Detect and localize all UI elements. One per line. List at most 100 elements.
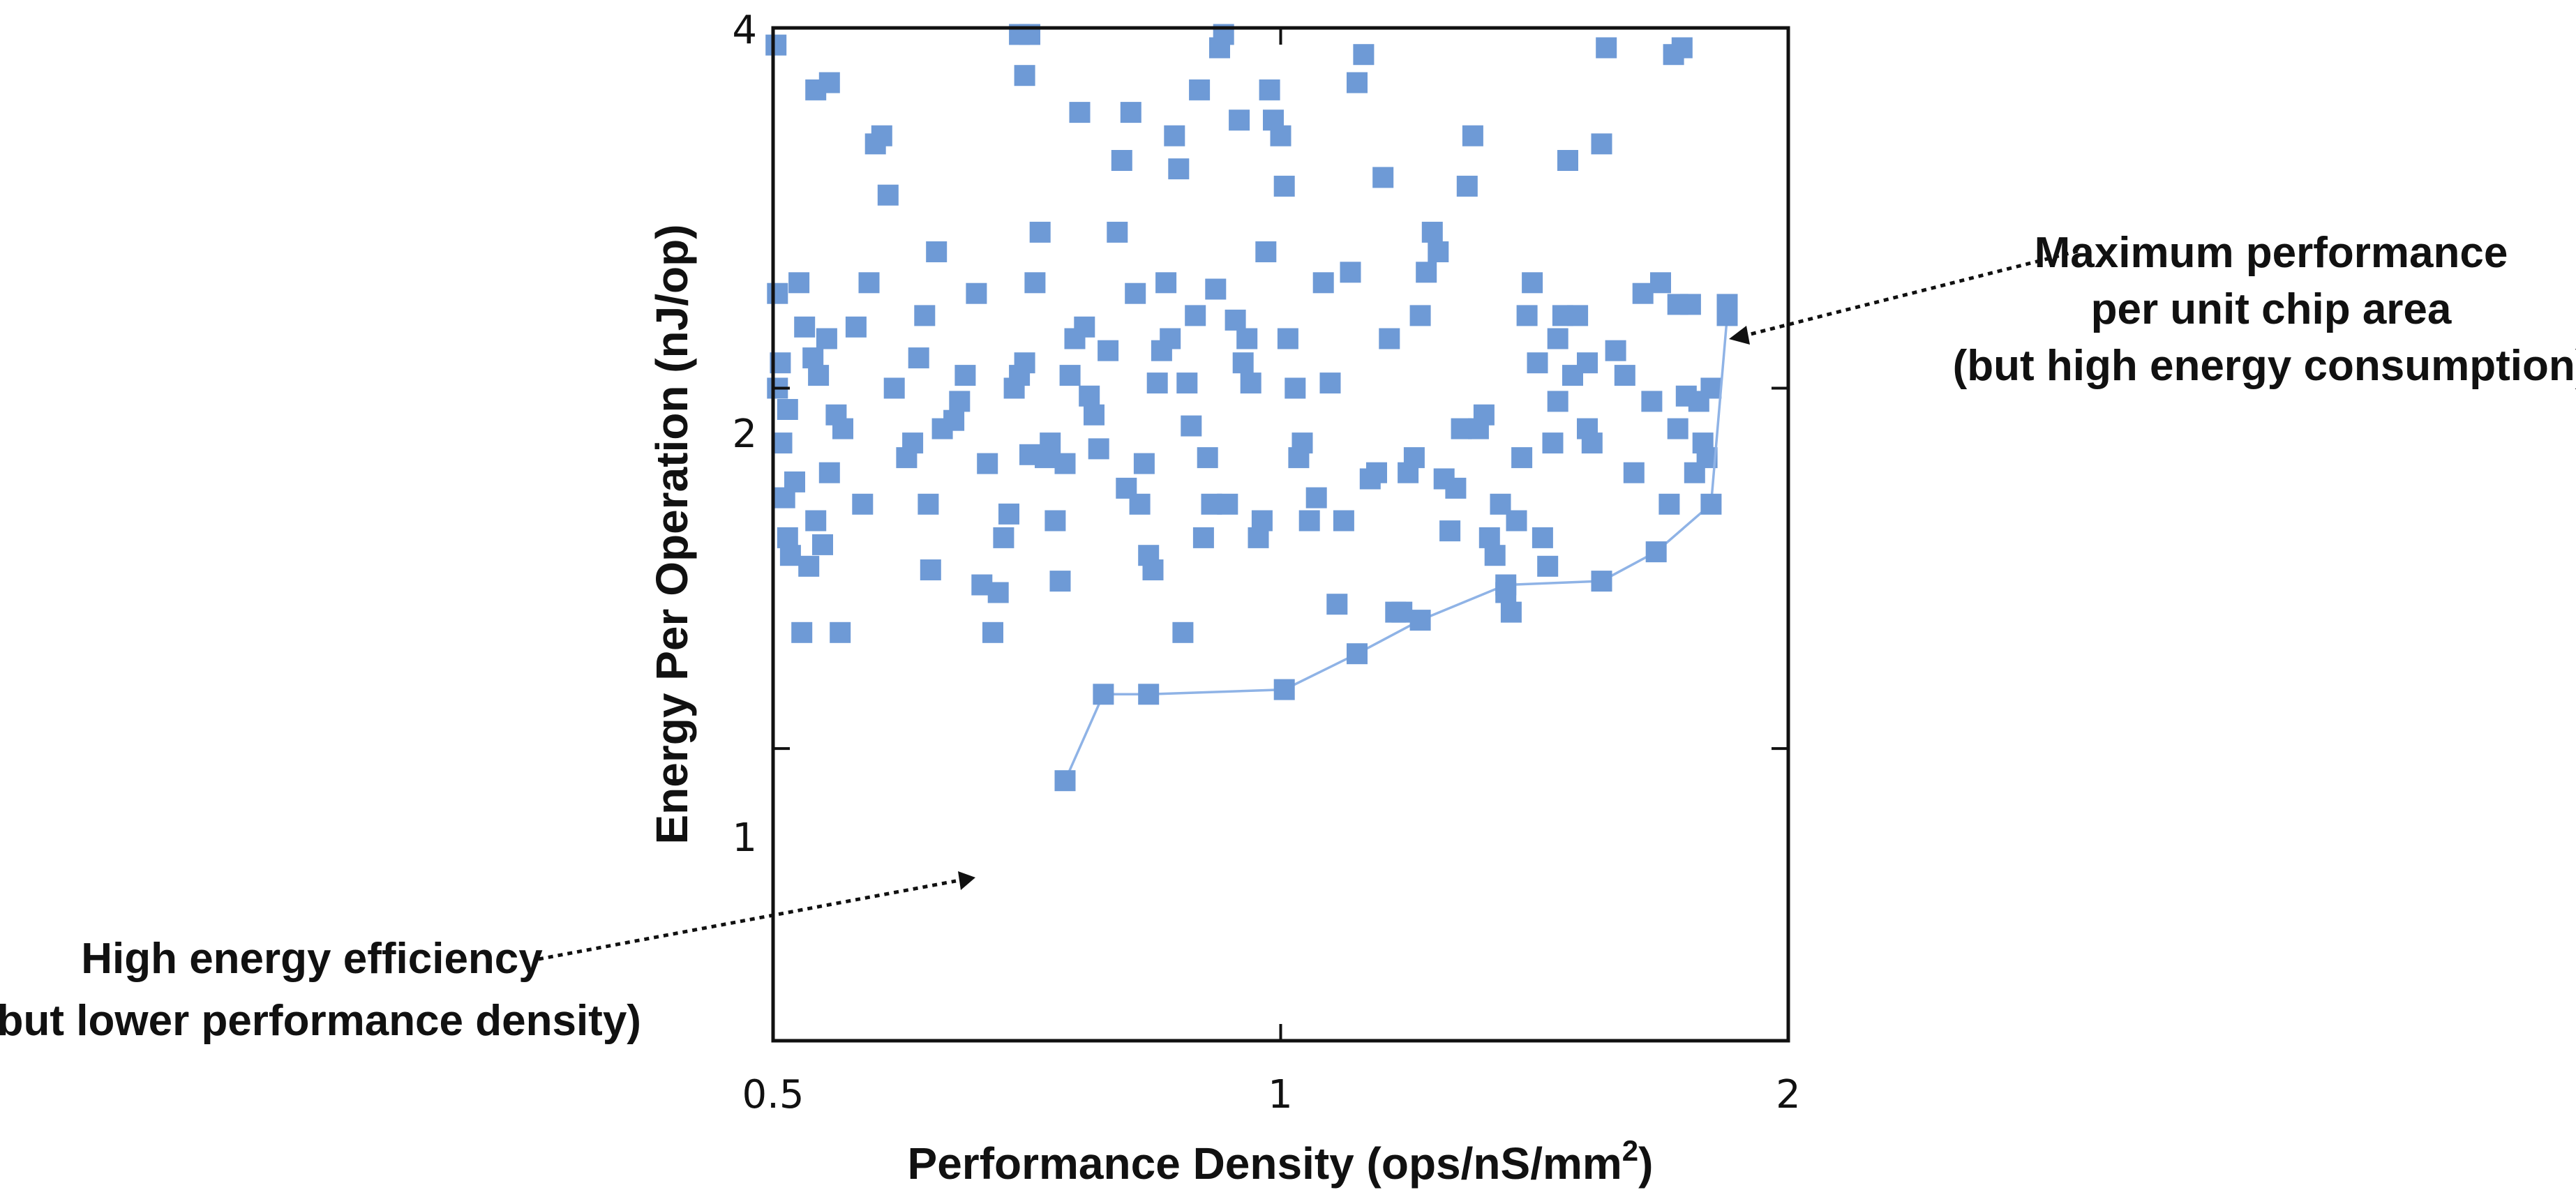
data-point (830, 622, 851, 643)
data-point (1700, 377, 1722, 399)
data-point (871, 125, 892, 146)
data-point (1270, 125, 1291, 146)
data-point (777, 399, 798, 420)
data-point (877, 184, 899, 206)
data-point (1205, 278, 1227, 300)
data-point (1240, 372, 1261, 394)
data-point (1176, 372, 1198, 394)
data-point (1333, 510, 1354, 532)
data-point (954, 365, 976, 386)
data-point (1236, 328, 1258, 349)
data-point (1291, 432, 1313, 454)
data-point (993, 527, 1014, 548)
x-tick-label-2: 2 (1776, 1072, 1801, 1117)
data-point (1506, 510, 1527, 532)
data-point (1473, 404, 1495, 425)
annotation-line: (but lower performance density) (0, 997, 641, 1045)
data-point (1111, 150, 1132, 171)
data-point (1192, 527, 1214, 548)
data-point (1547, 328, 1568, 349)
data-point (920, 559, 941, 580)
scatter-points (765, 24, 1722, 643)
annotation-line: Maximum performance (2035, 229, 2508, 277)
data-point (1650, 272, 1671, 294)
frontier-point (1495, 574, 1517, 596)
data-point (1511, 447, 1533, 469)
data-point (943, 409, 965, 431)
data-point (1232, 352, 1254, 374)
data-point (1557, 150, 1578, 171)
data-point (1129, 493, 1151, 515)
data-point (1623, 462, 1645, 483)
data-point (1133, 453, 1155, 474)
data-point (1403, 447, 1425, 469)
data-point (1547, 391, 1568, 412)
data-point (1416, 262, 1437, 283)
data-point (1217, 493, 1238, 515)
data-point (914, 305, 936, 326)
data-point (812, 534, 833, 555)
data-point (1409, 305, 1431, 326)
data-point (1445, 477, 1467, 499)
frontier-point (1716, 294, 1738, 315)
data-point (1527, 352, 1548, 374)
data-point (1379, 328, 1400, 349)
data-point (1229, 110, 1250, 131)
data-point (791, 622, 813, 643)
arrowhead-icon (1729, 326, 1750, 345)
data-point (1312, 272, 1334, 294)
frontier-point (1700, 493, 1722, 515)
axis-ticks (772, 27, 1790, 1041)
data-point (1255, 241, 1277, 262)
data-point (1168, 158, 1190, 180)
data-point (1054, 453, 1076, 474)
y-tick-label-2: 2 (732, 412, 757, 457)
data-point (1353, 44, 1375, 66)
data-point (883, 377, 905, 399)
data-point (818, 72, 840, 93)
data-point (1516, 305, 1538, 326)
data-point (1079, 385, 1100, 407)
frontier-point (1093, 684, 1114, 705)
data-point (1155, 272, 1177, 294)
data-point (1088, 438, 1109, 460)
data-point (949, 391, 971, 412)
data-point (1663, 44, 1684, 66)
data-point (1347, 72, 1368, 93)
frontier-point (1409, 610, 1431, 631)
data-point (1591, 133, 1612, 155)
data-point (1632, 283, 1654, 304)
annotation-max-performance: Maximum performance per unit chip area (… (1729, 229, 2576, 390)
data-point (1667, 294, 1688, 315)
data-point (987, 582, 1009, 603)
data-point (1319, 372, 1341, 394)
data-point (1044, 510, 1066, 532)
data-point (1084, 404, 1104, 425)
data-point (816, 328, 837, 349)
arrowhead-icon (958, 871, 975, 890)
data-point (1277, 328, 1298, 349)
data-point (858, 272, 880, 294)
data-point (1251, 510, 1273, 532)
data-point (798, 555, 820, 577)
data-point (1641, 391, 1663, 412)
y-tick-label-4: 4 (732, 8, 757, 53)
data-point (1522, 272, 1543, 294)
data-point (998, 503, 1019, 525)
data-point (1225, 309, 1246, 331)
x-tick-label-0: 0.5 (742, 1072, 804, 1117)
data-point (1542, 432, 1564, 454)
data-point (1577, 352, 1598, 374)
data-point (779, 545, 801, 566)
data-point (1581, 432, 1603, 454)
data-point (1074, 316, 1095, 338)
data-point (918, 493, 939, 515)
data-point (1658, 493, 1680, 515)
data-point (818, 462, 840, 483)
data-point (1500, 601, 1522, 623)
data-point (908, 347, 929, 369)
data-point (1014, 352, 1035, 374)
data-point (966, 283, 987, 304)
data-point (1439, 520, 1461, 542)
